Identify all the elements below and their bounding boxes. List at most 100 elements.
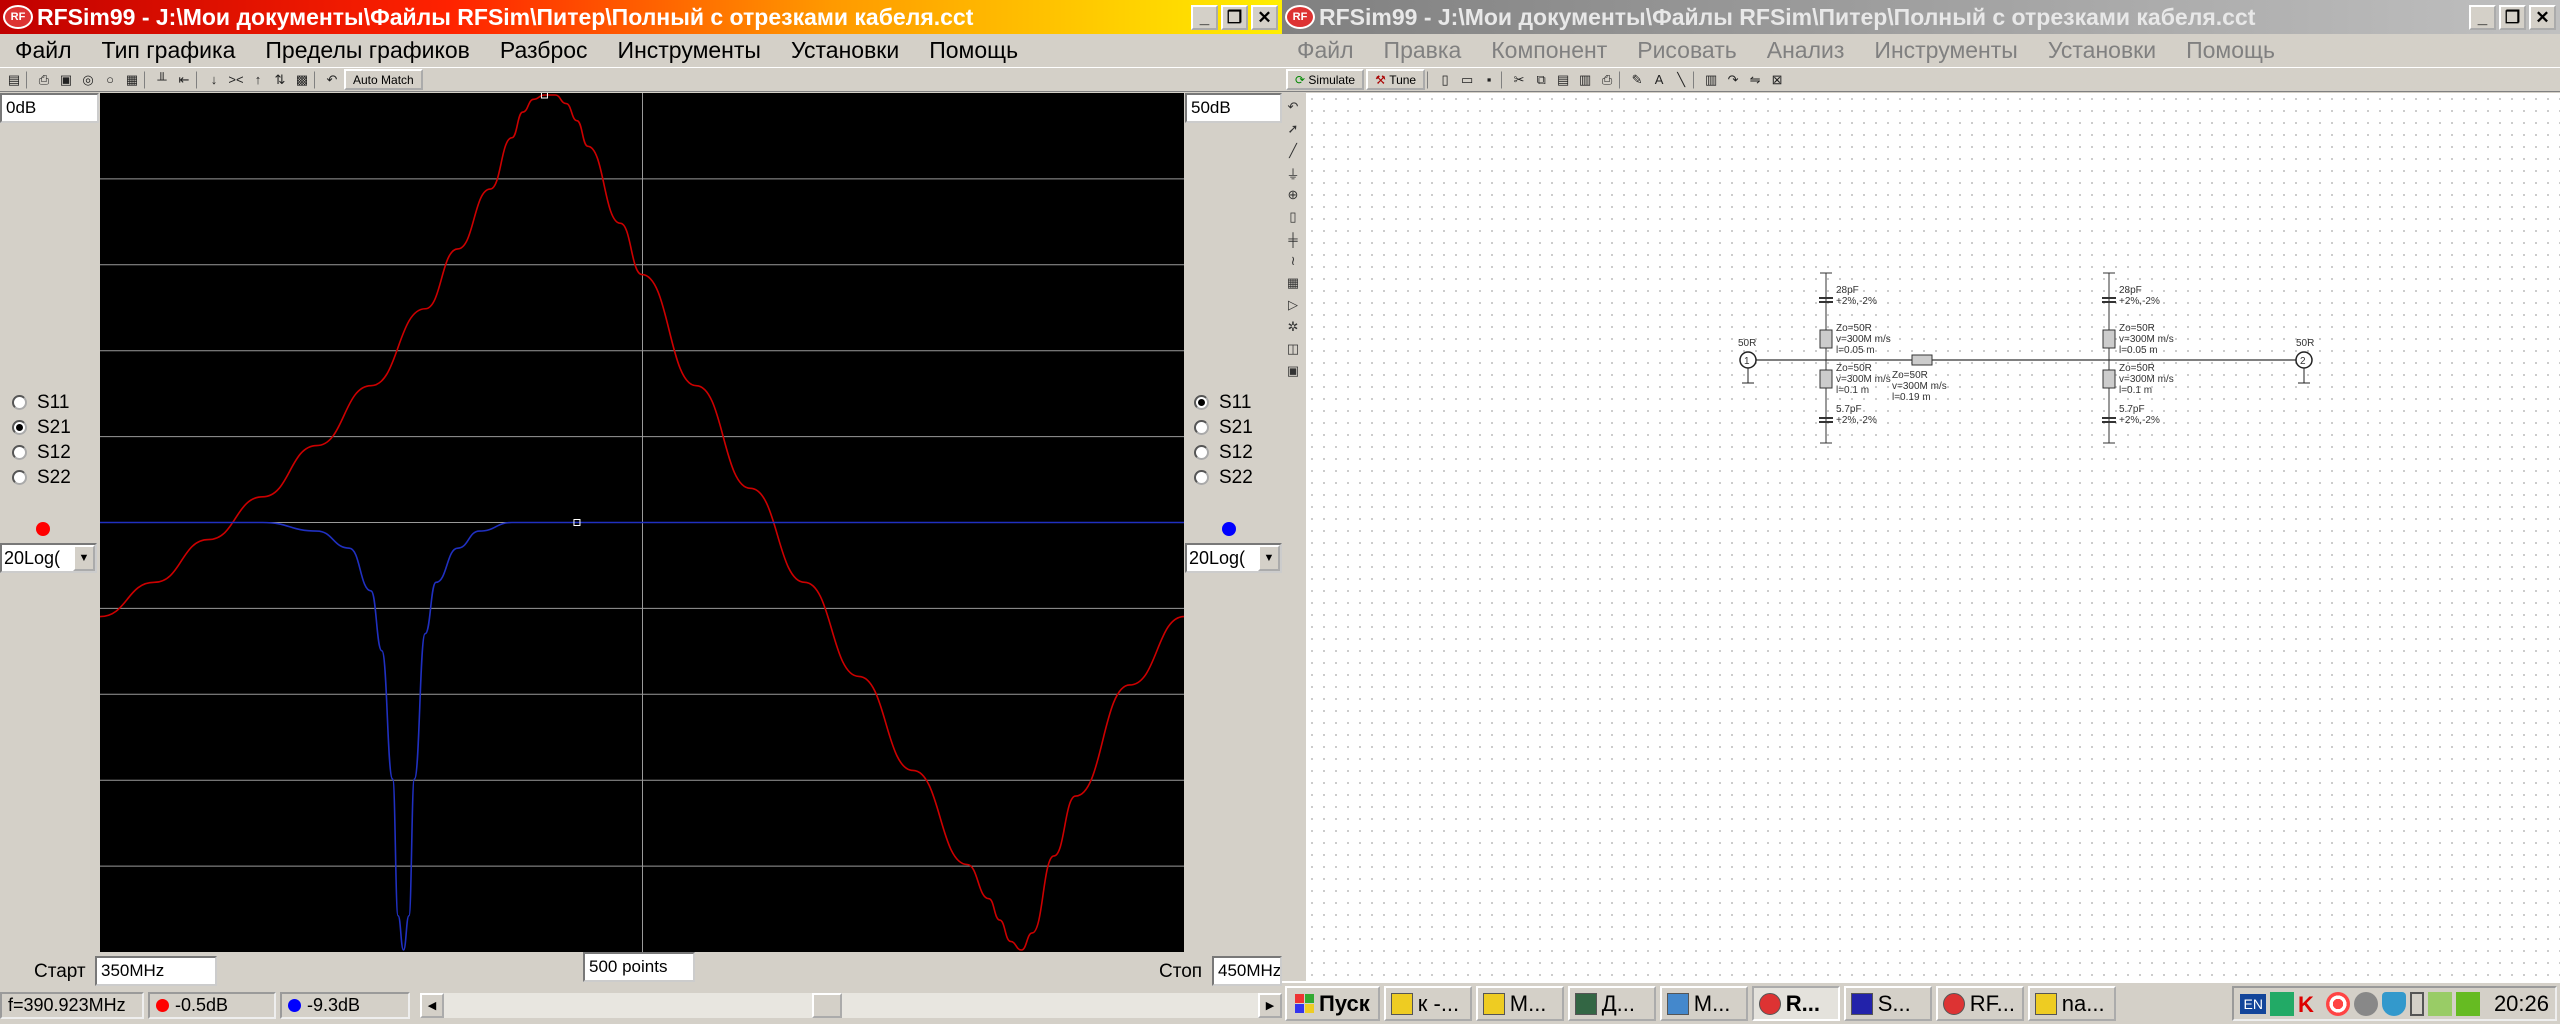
antivirus-icon[interactable]: K: [2297, 991, 2314, 1017]
right-param-s11[interactable]: S11: [1194, 390, 1253, 415]
left-param-s21[interactable]: S21: [12, 415, 71, 440]
radio-button[interactable]: [1194, 445, 1209, 460]
minimize-button[interactable]: _: [1191, 4, 1218, 30]
menu-settings[interactable]: Установки: [790, 36, 900, 63]
print-icon[interactable]: ⎙: [38, 71, 50, 87]
scroll-right-icon[interactable]: ▶: [1258, 993, 1282, 1018]
menu-analysis[interactable]: Анализ: [1766, 36, 1845, 63]
menu-component[interactable]: Компонент: [1491, 36, 1608, 63]
print-preview-icon[interactable]: ▥: [1578, 71, 1592, 87]
undo-icon[interactable]: ↶: [1287, 99, 1299, 114]
radio-button[interactable]: [1194, 420, 1209, 435]
tune-button[interactable]: ⚒ Tune: [1366, 69, 1426, 90]
open-icon[interactable]: ▤: [7, 71, 21, 87]
left-axis-top-input[interactable]: 0dB: [0, 93, 99, 123]
taskbar-item[interactable]: M...: [1475, 986, 1564, 1021]
minimize-button[interactable]: _: [2469, 4, 2496, 30]
left-param-s12[interactable]: S12: [12, 440, 71, 465]
left-param-s11[interactable]: S11: [12, 390, 71, 415]
menu-spread[interactable]: Разброс: [499, 36, 588, 63]
right-param-s12[interactable]: S12: [1194, 440, 1253, 465]
menu-edit[interactable]: Правка: [1383, 36, 1462, 63]
right-param-s21[interactable]: S21: [1194, 415, 1253, 440]
port-1[interactable]: 1 50R: [1738, 338, 1757, 384]
menu-file[interactable]: Файл: [15, 36, 72, 63]
brush-icon[interactable]: ✎: [1631, 71, 1643, 87]
title-bar[interactable]: RF RFSim99 - J:\Мои документы\Файлы RFSi…: [0, 0, 1282, 34]
security-shield-icon[interactable]: [2381, 991, 2406, 1016]
polar-chart-icon[interactable]: ○: [106, 72, 114, 87]
maximize-button[interactable]: ❐: [1221, 4, 1248, 30]
points-input[interactable]: 500 points: [583, 952, 695, 982]
radio-button[interactable]: [12, 420, 27, 435]
stop-freq-input[interactable]: 450MHz: [1212, 956, 1282, 986]
smith-chart-icon[interactable]: ◎: [82, 71, 94, 87]
maximize-button[interactable]: ❐: [2499, 4, 2526, 30]
up-arrow-icon[interactable]: ↑: [254, 72, 262, 87]
language-indicator[interactable]: EN: [2240, 993, 2266, 1014]
taskbar-item[interactable]: к -...: [1383, 986, 1472, 1021]
taskbar-item-active[interactable]: R...: [1751, 986, 1840, 1021]
rfsim-app-icon[interactable]: RF: [3, 5, 33, 29]
port-2[interactable]: 2 50R: [2295, 338, 2314, 384]
coupling-tline[interactable]: Zo=50R v=300M m/s l=0.19 m: [1892, 354, 1947, 403]
schematic-canvas[interactable]: 1 50R 2 50R: [1306, 93, 2560, 981]
taskbar-item[interactable]: na...: [2027, 986, 2116, 1021]
port-icon[interactable]: ⊕: [1287, 187, 1299, 202]
calculator-icon[interactable]: ▥: [1704, 71, 1718, 87]
chevron-down-icon[interactable]: ▼: [1258, 545, 1280, 571]
scroll-thumb[interactable]: [812, 993, 842, 1018]
capacitor-icon[interactable]: ╪: [1288, 231, 1298, 247]
resonator-1[interactable]: 28pF +2%,-2% Zo=50R v=300M m/s l=0.05 m …: [1819, 272, 1891, 444]
marker-point[interactable]: [573, 519, 581, 526]
print-icon[interactable]: ⎙: [1601, 71, 1613, 87]
close-button[interactable]: ✕: [2529, 4, 2556, 30]
frequency-scrollbar[interactable]: ◀ ▶: [420, 993, 1282, 1018]
optimize-icon[interactable]: ⇅: [274, 71, 286, 87]
inductor-icon[interactable]: ≀: [1290, 253, 1296, 268]
left-param-s22[interactable]: S22: [12, 465, 71, 490]
rotate-icon[interactable]: ↷: [1727, 71, 1739, 87]
table-icon[interactable]: ▦: [125, 71, 139, 87]
cut-icon[interactable]: ✂: [1513, 71, 1525, 87]
new-file-icon[interactable]: ▯: [1441, 71, 1449, 87]
right-axis-top-input[interactable]: 50dB: [1185, 93, 1282, 123]
disc-icon[interactable]: [2353, 991, 2378, 1016]
menu-draw[interactable]: Рисовать: [1637, 36, 1737, 63]
save-icon[interactable]: ▪: [1486, 72, 1492, 87]
menu-tools[interactable]: Инструменты: [617, 36, 761, 63]
scroll-track[interactable]: [444, 993, 1258, 1018]
sparameter-block-icon[interactable]: ▣: [1286, 363, 1300, 378]
zoom-in-icon[interactable]: ><: [228, 72, 244, 87]
right-param-s22[interactable]: S22: [1194, 465, 1253, 490]
simulate-button[interactable]: ⟳ Simulate: [1286, 69, 1365, 90]
down-arrow-icon[interactable]: ↓: [210, 72, 218, 87]
radio-button[interactable]: [1194, 470, 1209, 485]
taskbar-item[interactable]: M...: [1659, 986, 1748, 1021]
radio-button[interactable]: [12, 470, 27, 485]
nvidia-icon[interactable]: [2455, 991, 2480, 1016]
menu-graph-limits[interactable]: Пределы графиков: [265, 36, 470, 63]
wire-icon[interactable]: ╱: [1289, 143, 1297, 158]
ground-icon[interactable]: ⏚: [1286, 166, 1300, 182]
transmission-line-icon[interactable]: ▦: [1286, 275, 1300, 290]
menu-help[interactable]: Помощь: [2186, 36, 2275, 63]
paste-icon[interactable]: ▤: [1556, 71, 1570, 87]
undo-icon[interactable]: ↶: [326, 71, 338, 87]
left-format-select[interactable]: 20Log( ▼: [0, 543, 97, 573]
battery-icon[interactable]: [2409, 991, 2424, 1016]
title-bar[interactable]: RF RFSim99 - J:\Мои документы\Файлы RFSi…: [1282, 0, 2560, 34]
radio-button[interactable]: [1194, 395, 1209, 410]
menu-graph-type[interactable]: Тип графика: [101, 36, 236, 63]
rect-plot-icon[interactable]: ▣: [59, 71, 73, 87]
menu-tools[interactable]: Инструменты: [1874, 36, 2018, 63]
marker-move-icon[interactable]: ⇤: [178, 71, 190, 87]
auto-match-button[interactable]: Auto Match: [344, 69, 423, 90]
taskbar-item[interactable]: S...: [1843, 986, 1932, 1021]
open-folder-icon[interactable]: ▭: [1460, 71, 1474, 87]
start-button[interactable]: Пуск: [1285, 986, 1380, 1021]
resistor-icon[interactable]: ▯: [1289, 209, 1297, 224]
resonator-2[interactable]: 28pF +2%,-2% Zo=50R v=300M m/s l=0.05 m …: [2102, 272, 2174, 444]
transformer-icon[interactable]: ✲: [1287, 319, 1299, 334]
scroll-left-icon[interactable]: ◀: [420, 993, 444, 1018]
